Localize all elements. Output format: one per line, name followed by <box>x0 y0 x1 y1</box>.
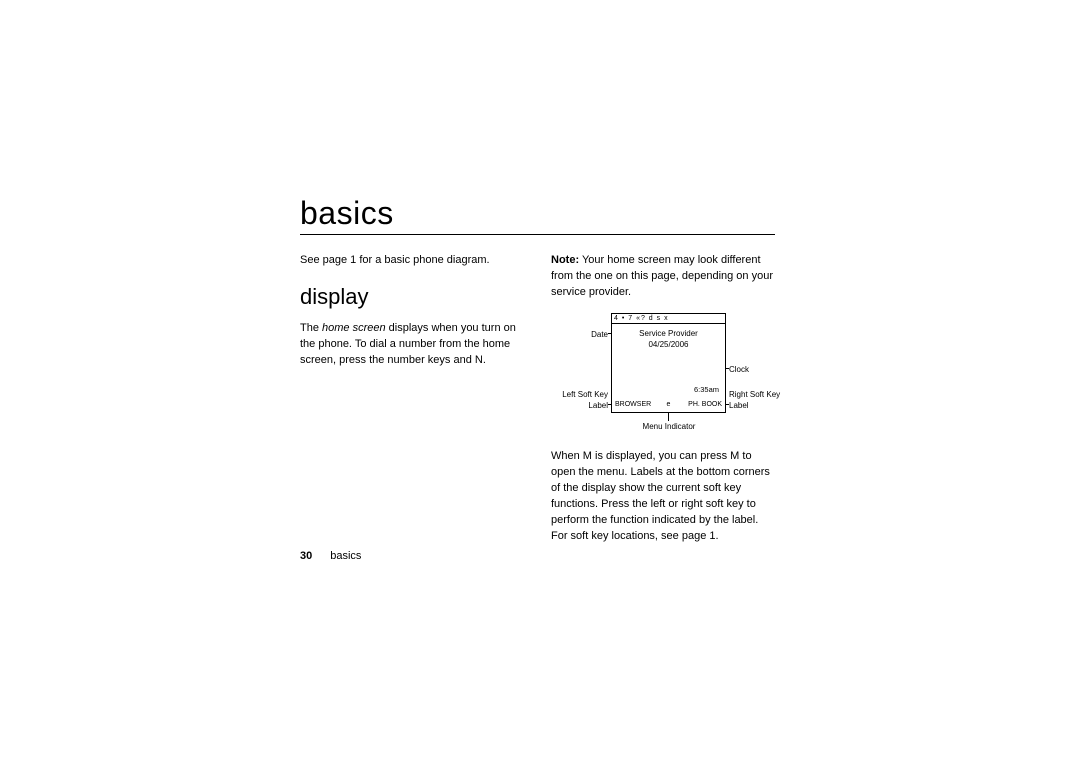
text-fragment: When <box>551 450 583 462</box>
clock-text: 6:35am <box>694 385 719 396</box>
text-fragment: The <box>300 322 322 334</box>
phone-screen-diagram: Date Left Soft Key Label Clock Right Sof… <box>551 309 776 439</box>
key-glyph: N <box>475 354 483 366</box>
two-column-layout: See page 1 for a basic phone diagram. di… <box>300 253 780 552</box>
status-bar: 4 • 7 «? d s x <box>612 314 725 324</box>
phone-screen: 4 • 7 «? d s x Service Provider 04/25/20… <box>611 313 726 413</box>
key-glyph: M <box>730 450 739 462</box>
date-text: 04/25/2006 <box>612 339 725 351</box>
right-column: Note: Your home screen may look differen… <box>551 253 776 552</box>
display-paragraph: The home screen displays when you turn o… <box>300 321 525 369</box>
callout-left-soft-key: Left Soft Key Label <box>553 389 608 412</box>
callout-clock: Clock <box>729 364 784 376</box>
callout-menu-indicator: Menu Indicator <box>629 421 709 433</box>
note-text: Your home screen may look different from… <box>551 254 773 298</box>
menu-paragraph: When M is displayed, you can press M to … <box>551 449 776 545</box>
text-fragment: to open the menu. Labels at the bottom c… <box>551 450 770 542</box>
tick-line <box>668 413 669 421</box>
note-paragraph: Note: Your home screen may look differen… <box>551 253 776 301</box>
left-column: See page 1 for a basic phone diagram. di… <box>300 253 525 552</box>
intro-text: See page 1 for a basic phone diagram. <box>300 253 525 269</box>
text-fragment: is displayed, you can press <box>592 450 730 462</box>
softkey-row: BROWSER PH. BOOK <box>614 400 723 410</box>
manual-page: basics See page 1 for a basic phone diag… <box>300 195 780 552</box>
key-glyph: M <box>583 450 592 462</box>
home-screen-term: home screen <box>322 322 386 334</box>
footer-chapter: basics <box>330 550 361 562</box>
chapter-title: basics <box>300 195 775 235</box>
service-provider-text: Service Provider <box>612 324 725 340</box>
note-label: Note: <box>551 254 579 266</box>
section-heading: display <box>300 281 525 313</box>
page-number: 30 <box>300 550 312 562</box>
callout-date: Date <box>553 329 608 341</box>
callout-right-soft-key: Right Soft Key Label <box>729 389 784 412</box>
right-softkey-label: PH. BOOK <box>687 400 723 410</box>
left-softkey-label: BROWSER <box>614 400 652 410</box>
text-fragment: . <box>483 354 486 366</box>
page-footer: 30 basics <box>300 550 361 562</box>
